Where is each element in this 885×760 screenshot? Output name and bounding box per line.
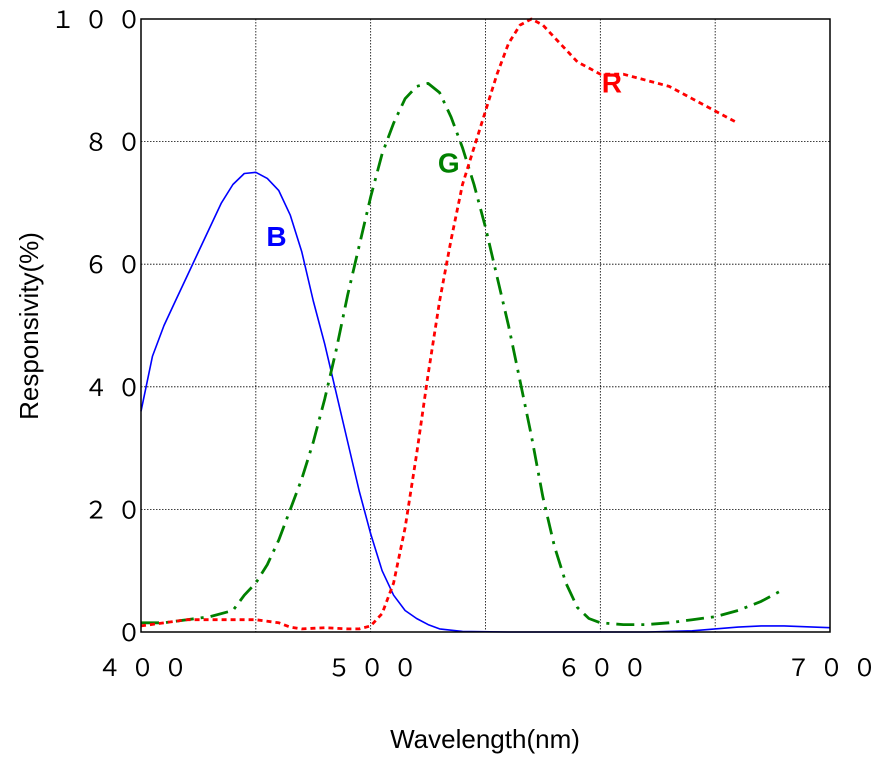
- series-label-G: G: [438, 147, 460, 178]
- x-axis-label: Wavelength(nm): [390, 724, 580, 754]
- tick-labels: ４００ ５００ ６００ ７００ ０ ２０ ４０ ６０ ８０ １００: [51, 7, 885, 682]
- y-tick-label: ２０: [84, 497, 150, 524]
- x-tick-label: ６００: [557, 655, 656, 682]
- x-tick-label: ５００: [327, 655, 426, 682]
- y-tick-label: ８０: [84, 130, 150, 157]
- series-line-R: [140, 17, 739, 631]
- series-labels: B G R: [266, 68, 622, 252]
- series-label-R: R: [602, 68, 622, 99]
- series-line-G: [141, 82, 785, 626]
- x-tick-label: ７００: [787, 655, 885, 682]
- plot-frame: [140, 18, 831, 633]
- y-tick-label: １００: [51, 7, 150, 34]
- grid-lines: [140, 18, 831, 633]
- x-tick-label: ４００: [98, 655, 197, 682]
- y-tick-label: ４０: [84, 375, 150, 402]
- y-tick-label: ０: [117, 620, 150, 647]
- series-label-B: B: [266, 221, 286, 252]
- y-axis-label: Responsivity(%): [14, 232, 44, 420]
- y-tick-label: ６０: [84, 252, 150, 279]
